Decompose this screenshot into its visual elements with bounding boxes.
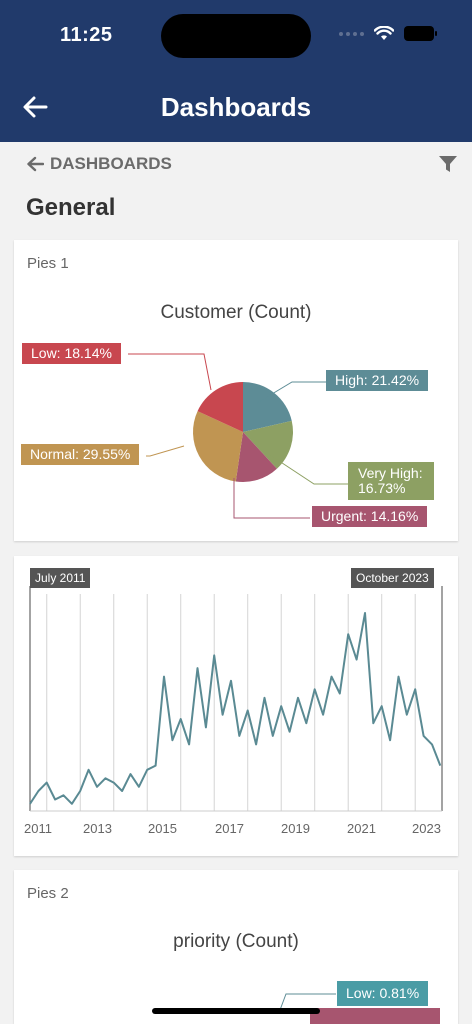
- timeline-line-chart: [29, 586, 443, 812]
- breadcrumb-label: DASHBOARDS: [50, 154, 172, 173]
- pie-slice-very-high[interactable]: [243, 420, 293, 469]
- leader-line-urgent: [233, 478, 310, 519]
- page-title: Dashboards: [160, 92, 312, 122]
- arrow-left-icon: [27, 156, 44, 172]
- chart-title: Customer (Count): [160, 302, 312, 323]
- pie-label-high: High: 21.42%: [326, 370, 429, 391]
- home-indicator[interactable]: [152, 1008, 320, 1014]
- card-title: Pies 2: [27, 885, 69, 902]
- x-tick-label: 2017: [215, 821, 244, 836]
- series-line: [29, 612, 442, 805]
- status-time: 11:25: [60, 24, 113, 46]
- pie-label-urgent: Urgent: 14.16%: [312, 506, 428, 527]
- pies-2-card[interactable]: Pies 2 priority (Count) Low: 0.81%: [14, 870, 458, 1024]
- pie-label-partial: [310, 1008, 440, 1024]
- breadcrumb-back-link[interactable]: DASHBOARDS: [26, 154, 172, 174]
- pie-slice-normal[interactable]: [193, 411, 243, 482]
- pie-slice-low[interactable]: [197, 382, 243, 432]
- x-tick-label: 2023: [412, 821, 441, 836]
- range-start-label[interactable]: July 2011: [30, 568, 91, 588]
- priority-pie-chart: [279, 993, 336, 1011]
- section-title: General: [26, 194, 116, 221]
- pies-1-card[interactable]: Pies 1 Customer (Count) High: 21.42% Ver…: [14, 240, 458, 541]
- x-tick-label: 2015: [148, 821, 177, 836]
- back-arrow-icon[interactable]: [22, 94, 48, 120]
- pie-label-normal: Normal: 29.55%: [21, 444, 140, 465]
- pie-label-low: Low: 18.14%: [22, 343, 121, 364]
- leader-line-normal: [146, 445, 185, 457]
- pie-label-very-high: Very High: 16.73%: [348, 462, 434, 500]
- filter-icon[interactable]: [438, 154, 458, 174]
- leader-line-high: [256, 381, 326, 404]
- x-tick-label: 2013: [83, 821, 112, 836]
- x-tick-label: 2019: [281, 821, 310, 836]
- timeline-card[interactable]: July 2011 October 2023 2011 2013 2015 20…: [14, 556, 458, 856]
- x-tick-label: 2021: [347, 821, 376, 836]
- pie-slice-urgent[interactable]: [235, 432, 277, 482]
- card-title: Pies 1: [27, 255, 69, 272]
- pie-label-low: Low: 0.81%: [337, 981, 429, 1006]
- app-header: 11:25 Dashboards: [0, 0, 472, 142]
- dynamic-island: [161, 14, 311, 58]
- leader-line-low: [279, 993, 336, 1011]
- chart-title: priority (Count): [173, 931, 299, 952]
- signal-icon: [339, 31, 364, 36]
- x-tick-label: 2011: [24, 821, 52, 836]
- range-end-label[interactable]: October 2023: [351, 568, 434, 588]
- wifi-icon: [374, 26, 394, 40]
- customer-pie-chart: [128, 353, 348, 519]
- pie-slice-high[interactable]: [243, 382, 292, 432]
- leader-line-low: [128, 353, 212, 391]
- status-icons: [339, 26, 437, 41]
- battery-icon: [404, 26, 437, 41]
- leader-line-very-high: [266, 452, 348, 485]
